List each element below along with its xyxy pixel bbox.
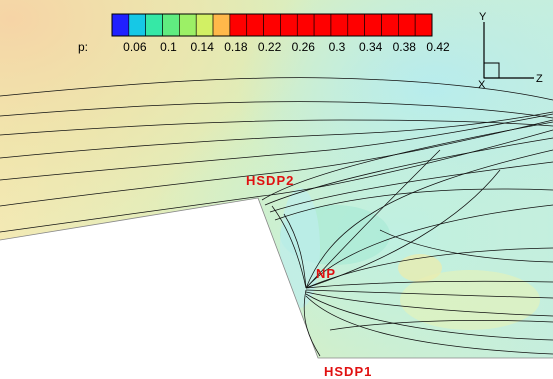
colorbar-tick-label: 0.22 bbox=[258, 40, 282, 54]
colorbar-cell bbox=[162, 13, 180, 37]
colorbar-cell bbox=[246, 13, 264, 37]
colorbar-cell bbox=[195, 13, 214, 37]
colorbar-tick-label: 0.1 bbox=[160, 40, 177, 54]
colorbar-cell bbox=[179, 13, 197, 37]
colorbar-tick-label: 0.34 bbox=[359, 40, 383, 54]
colorbar-tick-label: 0.06 bbox=[123, 40, 147, 54]
colorbar-cell bbox=[347, 13, 365, 37]
body-outline bbox=[0, 197, 553, 359]
hsdp1-label: HSDP1 bbox=[324, 364, 372, 379]
colorbar-cell bbox=[330, 13, 349, 37]
colorbar-cell bbox=[212, 13, 231, 37]
colorbar-cell bbox=[398, 13, 416, 37]
colorbar-tick-label: 0.38 bbox=[393, 40, 417, 54]
colorbar-cell bbox=[263, 13, 281, 37]
hsdp2-label: HSDP2 bbox=[246, 173, 294, 188]
colorbar-cell bbox=[280, 13, 298, 37]
colorbar-cell bbox=[296, 13, 315, 37]
colorbar-tick-label: 0.42 bbox=[426, 40, 450, 54]
colorbar: p: 0.06 0.1 0.14 0.18 0.22 0.26 0.3 0.34 0.38 0.4… bbox=[78, 13, 450, 54]
colorbar-cell bbox=[381, 13, 399, 37]
colorbar-cell bbox=[313, 13, 332, 37]
colorbar-cell bbox=[111, 13, 130, 37]
colorbar-tick-label: 0.18 bbox=[224, 40, 248, 54]
colorbar-variable-label: p: bbox=[78, 40, 88, 54]
np-label: NP bbox=[316, 266, 336, 281]
colorbar-cell bbox=[128, 13, 146, 37]
colorbar-frame bbox=[111, 13, 433, 37]
colorbar-tick-label: 0.3 bbox=[329, 40, 346, 54]
colorbar-cell bbox=[229, 13, 248, 37]
streamlines bbox=[0, 77, 553, 357]
colorbar-tick-label: 0.26 bbox=[292, 40, 316, 54]
colorbar-cell bbox=[364, 13, 382, 37]
axis-x-label: X bbox=[478, 79, 486, 91]
axis-z-label: Z bbox=[536, 73, 543, 85]
axis-y-label: Y bbox=[479, 11, 487, 23]
axes-triad: Y Z X bbox=[478, 11, 543, 91]
colorbar-cell bbox=[145, 13, 163, 37]
colorbar-cell bbox=[414, 13, 433, 37]
colorbar-tick-label: 0.14 bbox=[191, 40, 215, 54]
colorbar-cells bbox=[111, 13, 433, 37]
colorbar-tick-labels: 0.06 0.1 0.14 0.18 0.22 0.26 0.3 0.34 0.38 0.42 bbox=[123, 40, 450, 54]
